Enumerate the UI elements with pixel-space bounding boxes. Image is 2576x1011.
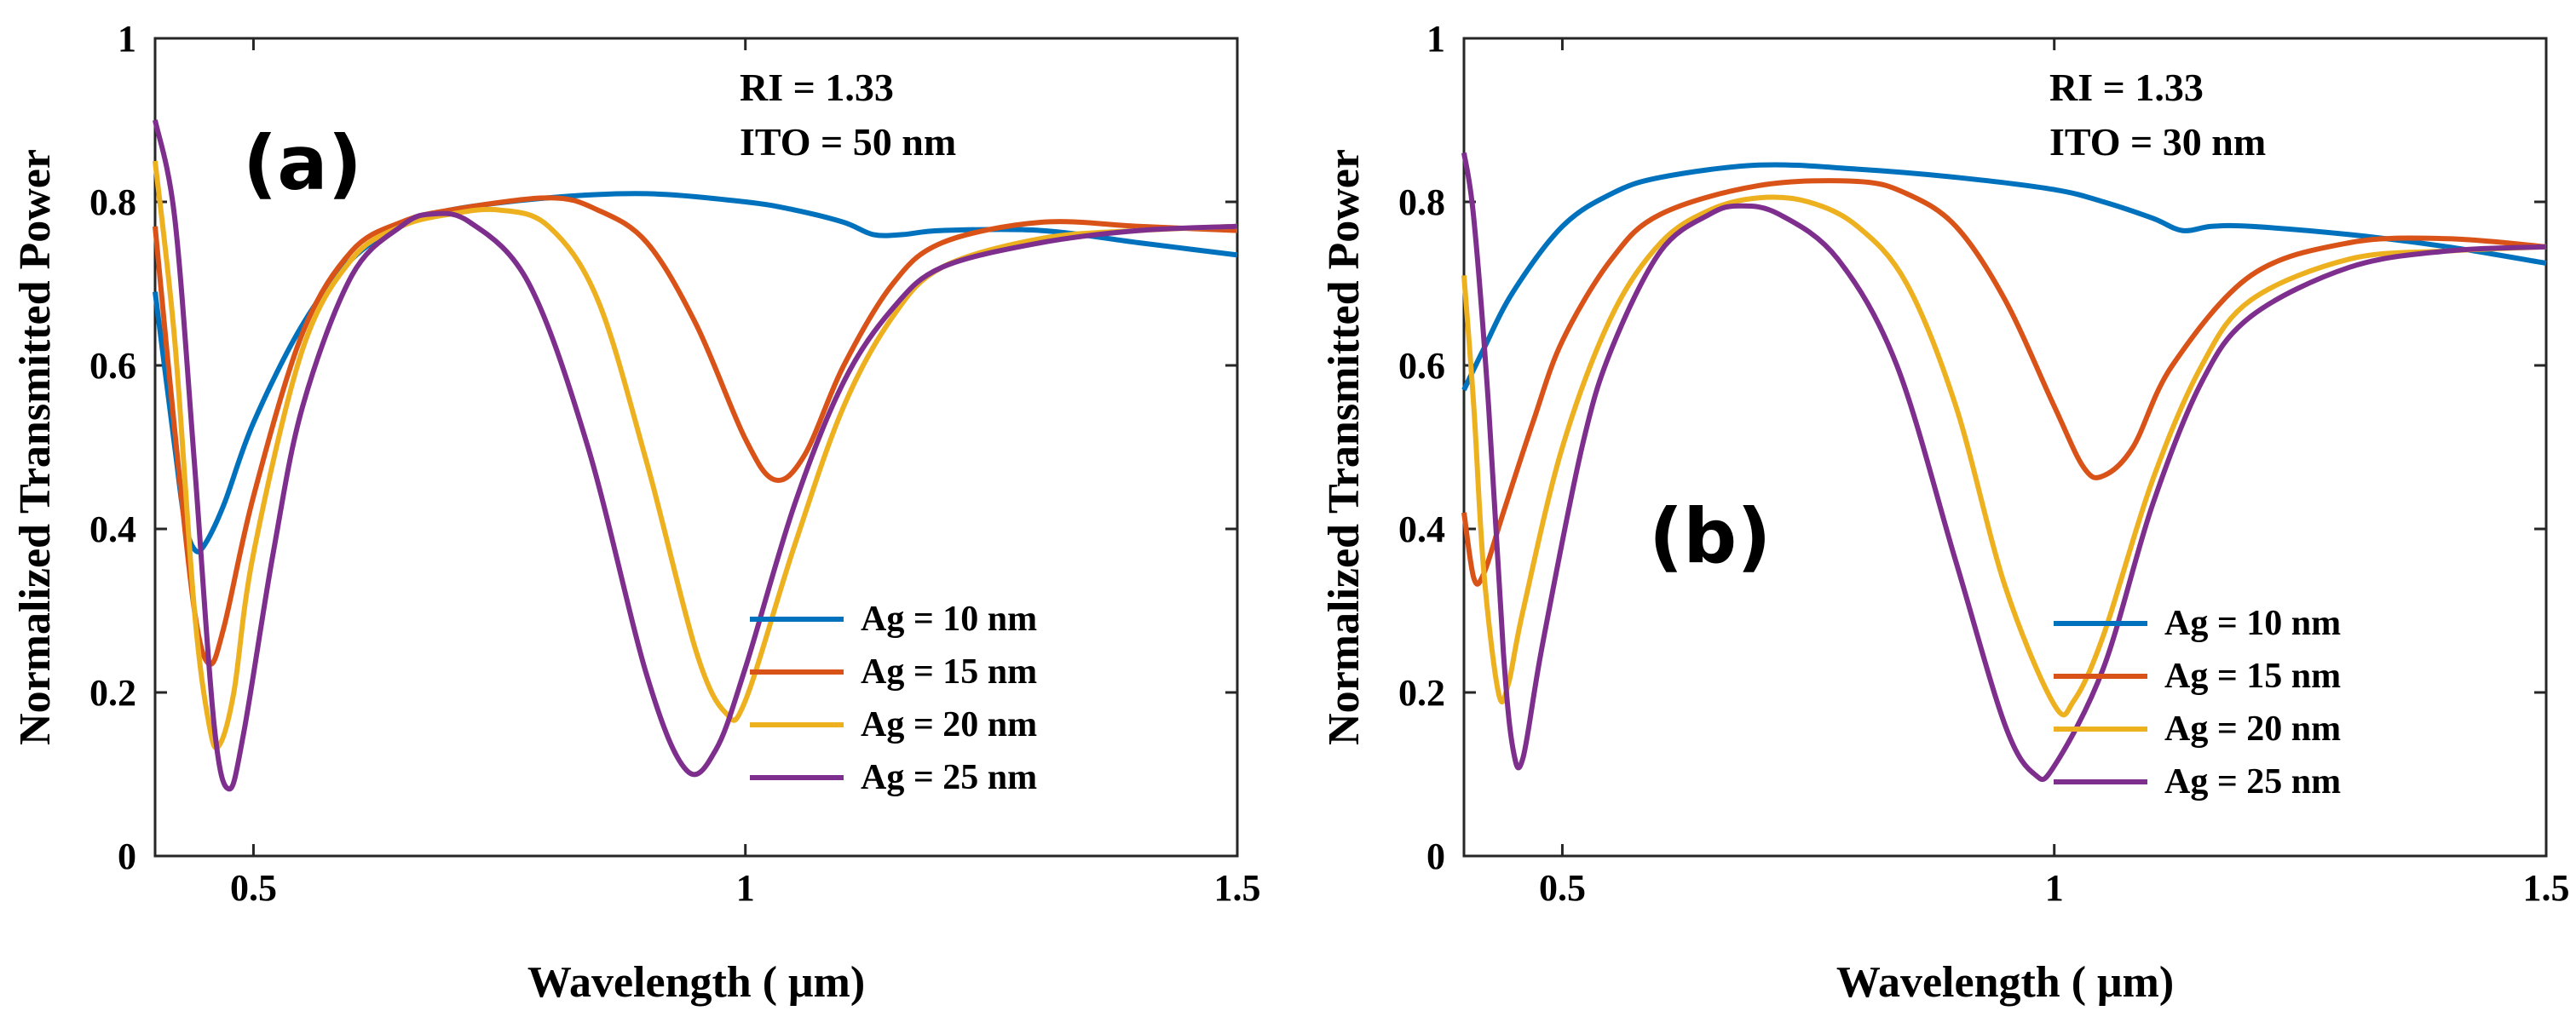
y-tick-label: 0.2 (1398, 672, 1445, 714)
y-tick-label: 0.6 (1398, 345, 1445, 387)
y-tick-label: 0.8 (89, 181, 136, 223)
legend-label-3: Ag = 20 nm (861, 705, 1037, 744)
series-line-4 (153, 119, 1238, 792)
series-line-3 (153, 160, 1238, 751)
legend-label-4: Ag = 25 nm (861, 758, 1037, 797)
annotation-ito-b: ITO = 30 nm (2049, 120, 2266, 164)
annotation-ri-a: RI = 1.33 (740, 66, 894, 109)
series-group-b (1461, 152, 2547, 782)
legend-label-2: Ag = 15 nm (861, 652, 1037, 692)
series-line-4 (1461, 152, 2547, 782)
y-tick-label: 0 (1426, 836, 1445, 877)
x-axis-label-a: Wavelength ( μm) (527, 958, 865, 1007)
series-line-2 (1461, 178, 2547, 587)
x-tick-label: 1.5 (1214, 867, 1261, 909)
panel-label-b: (b) (1649, 492, 1771, 580)
series-line-1 (1461, 162, 2547, 392)
legend-label-1: Ag = 10 nm (861, 600, 1037, 639)
legend-label-2: Ag = 15 nm (2164, 657, 2341, 696)
legend-label-4: Ag = 25 nm (2164, 762, 2341, 801)
y-tick-label: 0.2 (89, 672, 136, 714)
y-tick-label: 0.4 (89, 508, 136, 550)
plot-area-a (153, 37, 1239, 858)
y-axis-label-a: Normalized Transmitted Power (11, 149, 60, 745)
legend-a: Ag = 10 nm Ag = 15 nm Ag = 20 nm Ag = 25 nm (750, 600, 1037, 797)
y-tick-label: 0.4 (1398, 508, 1445, 550)
x-tick-label: 0.5 (1539, 867, 1586, 909)
x-tick-label: 1.5 (2523, 867, 2570, 909)
y-tick-label: 0.8 (1398, 181, 1445, 223)
y-tick-label: 0 (118, 836, 136, 877)
x-tick-label: 0.5 (230, 867, 277, 909)
panel-label-a: (a) (243, 119, 362, 207)
chart-panel-a: 0.5 1 1.5 0 0.2 0.4 0.6 0.8 1 (a) RI = 1.33 ITO … (11, 18, 1261, 1007)
y-tick-label: 0.6 (89, 345, 136, 387)
legend-b: Ag = 10 nm Ag = 15 nm Ag = 20 nm Ag = 25 nm (2054, 604, 2341, 801)
annotation-ito-a: ITO = 50 nm (740, 120, 956, 164)
x-tick-label: 1 (2045, 867, 2064, 909)
legend-label-3: Ag = 20 nm (2164, 709, 2341, 749)
y-axis-label-b: Normalized Transmitted Power (1320, 149, 1369, 745)
legend-label-1: Ag = 10 nm (2164, 604, 2341, 643)
y-tick-label: 1 (1426, 18, 1445, 60)
plot-area-b (1462, 37, 2548, 858)
series-group-a (153, 119, 1238, 792)
y-tick-label: 1 (118, 18, 136, 60)
axis-ticks-a: 0.5 1 1.5 0 0.2 0.4 0.6 0.8 1 (89, 18, 1261, 909)
x-tick-label: 1 (736, 867, 755, 909)
axis-ticks-b: 0.5 1 1.5 0 0.2 0.4 0.6 0.8 1 (1398, 18, 2570, 909)
x-axis-label-b: Wavelength ( μm) (1836, 958, 2174, 1007)
annotation-ri-b: RI = 1.33 (2049, 66, 2204, 109)
chart-panel-b: 0.5 1 1.5 0 0.2 0.4 0.6 0.8 1 (b) RI = 1.33 ITO … (1320, 18, 2570, 1007)
